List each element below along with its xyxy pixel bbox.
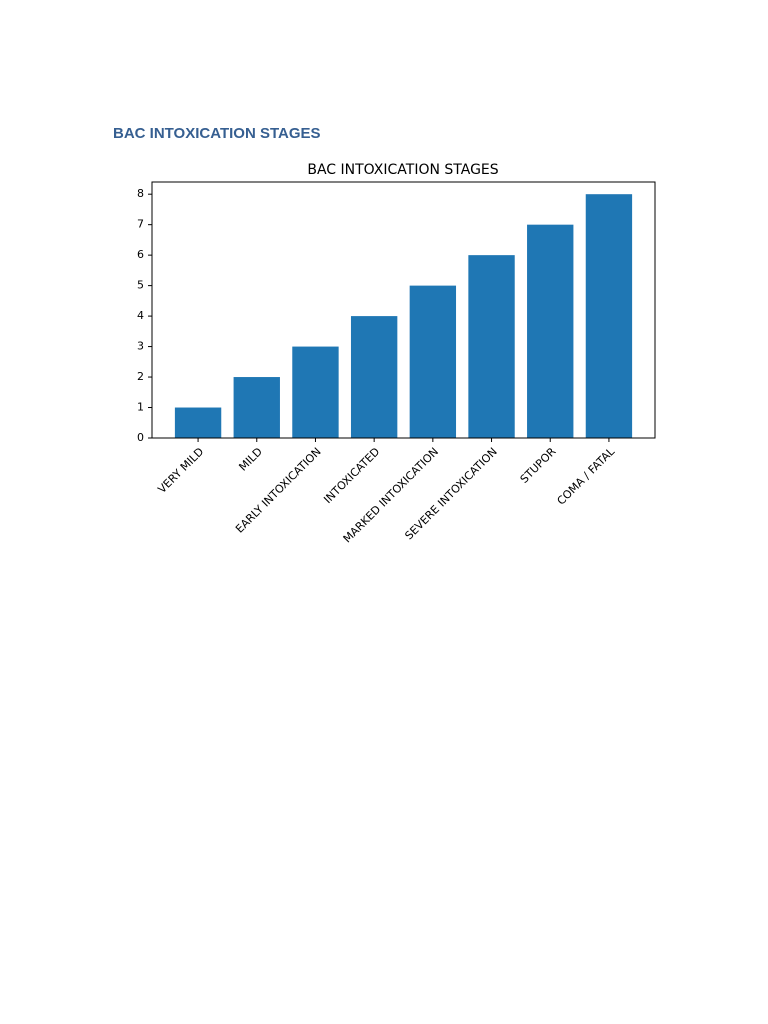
chart: BAC INTOXICATION STAGES 0 1 2 3 4 5 6 7 8 VERY MI…: [137, 162, 656, 545]
x-tick-label: MILD: [236, 445, 265, 474]
y-tick-label: 4: [137, 309, 144, 322]
bar: [409, 285, 457, 438]
bar: [292, 346, 339, 438]
bar: [585, 194, 633, 438]
y-tick-label: 6: [137, 248, 144, 261]
x-tick-label: INTOXICATED: [321, 445, 382, 506]
x-tick-label: STUPOR: [518, 445, 559, 486]
x-tick-label: COMA / FATAL: [555, 444, 618, 507]
bar: [350, 316, 398, 438]
plot-frame: [151, 181, 656, 439]
y-tick-label: 2: [137, 370, 144, 383]
y-tick-label: 5: [137, 279, 144, 292]
y-tick-label: 7: [137, 218, 144, 231]
x-tick-label: MARKED INTOXICATION: [341, 445, 441, 545]
chart-title: BAC INTOXICATION STAGES: [307, 162, 498, 178]
heading: BAC INTOXICATION STAGES: [113, 125, 321, 142]
bar: [174, 407, 222, 438]
bar: [468, 255, 515, 438]
bar: [527, 224, 574, 438]
x-tick-label: VERY MILD: [155, 445, 206, 496]
y-tick-label: 1: [137, 401, 144, 414]
y-tick-label: 3: [137, 340, 144, 353]
bar: [233, 377, 280, 438]
y-tick-label: 8: [137, 187, 144, 200]
y-tick-label: 0: [137, 431, 144, 444]
